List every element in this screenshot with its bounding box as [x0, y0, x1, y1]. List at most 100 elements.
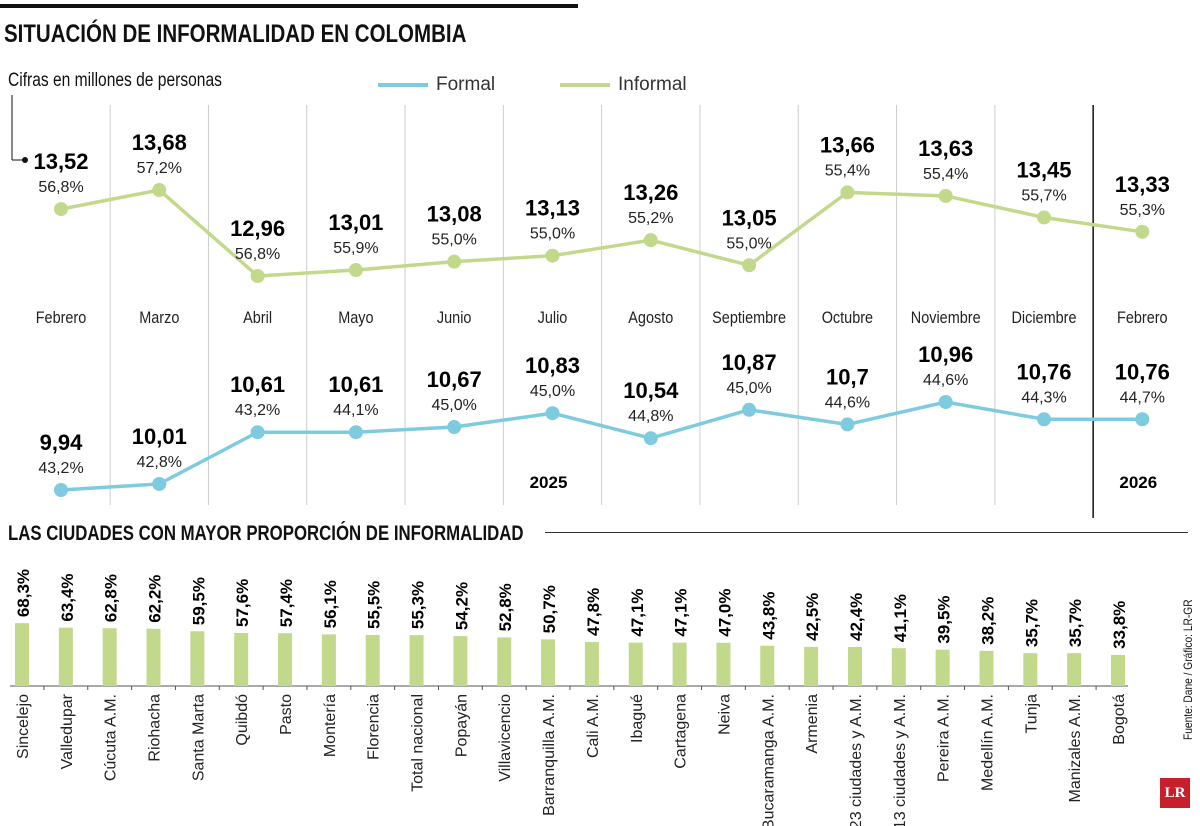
- formal-value-label: 10,83: [525, 353, 580, 378]
- bar: [409, 635, 424, 686]
- formal-value-label: 10,7: [826, 364, 869, 389]
- bar-category-label: Medellín A.M.: [979, 694, 996, 791]
- month-label: Noviembre: [911, 309, 981, 327]
- month-label: Junio: [437, 309, 472, 327]
- bar-value-label: 68,3%: [14, 569, 33, 617]
- informal-value-label: 13,33: [1115, 172, 1170, 197]
- formal-percent-label: 44,6%: [825, 394, 870, 411]
- bar-value-label: 57,4%: [277, 579, 296, 627]
- formal-value-label: 10,61: [328, 372, 383, 397]
- bar-category-label: Neiva: [716, 694, 733, 735]
- bar: [1111, 654, 1125, 686]
- informal-value-label: 13,68: [132, 130, 187, 155]
- legend-informal-swatch: [560, 83, 610, 87]
- informal-point: [840, 185, 855, 200]
- informal-percent-label: 57,2%: [137, 160, 182, 177]
- bar-category-label: Sincelejo: [15, 694, 32, 759]
- bar-category-label: Popayán: [453, 694, 470, 757]
- bar-category-label: Barranquilla A.M.: [541, 694, 558, 816]
- bar-category-label: 13 ciudades y A.M.: [892, 694, 909, 826]
- informal-value-label: 13,08: [427, 202, 482, 227]
- formal-percent-label: 44,8%: [628, 408, 673, 425]
- informal-point: [1037, 210, 1051, 225]
- bar-title-rule: [545, 532, 1188, 533]
- bar: [628, 642, 643, 686]
- bar: [321, 634, 336, 686]
- bar: [891, 648, 906, 686]
- bar: [102, 628, 117, 686]
- bar-value-label: 57,6%: [233, 579, 252, 627]
- formal-percent-label: 44,6%: [923, 372, 968, 389]
- bar: [58, 627, 73, 686]
- bar-category-label: Santa Marta: [190, 694, 207, 781]
- formal-point: [938, 395, 953, 409]
- formal-value-label: 10,76: [1016, 359, 1071, 384]
- informal-point: [938, 188, 953, 203]
- bar-value-label: 47,8%: [584, 588, 603, 636]
- bar-category-label: Total nacional: [410, 694, 427, 792]
- month-label: Septiembre: [712, 309, 786, 327]
- formal-value-label: 10,54: [623, 378, 679, 403]
- bar-value-label: 35,7%: [1022, 599, 1041, 647]
- informal-percent-label: 56,8%: [38, 179, 83, 196]
- month-label: Marzo: [139, 309, 179, 327]
- informal-value-label: 13,01: [328, 210, 383, 235]
- formal-point: [643, 431, 658, 446]
- bar: [1023, 653, 1038, 686]
- month-label: Abril: [243, 309, 272, 327]
- bar-category-label: Cúcuta A.M.: [103, 694, 120, 781]
- formal-point: [54, 483, 68, 497]
- formal-percent-label: 44,7%: [1120, 389, 1165, 406]
- month-label: Febrero: [36, 309, 87, 327]
- bar: [979, 650, 994, 686]
- informal-point: [54, 202, 68, 217]
- informal-point: [742, 258, 757, 273]
- bar-category-label: Manizales A.M.: [1067, 694, 1084, 802]
- informal-percent-label: 56,8%: [235, 246, 280, 263]
- bar: [847, 646, 862, 686]
- bar-value-label: 38,2%: [978, 597, 997, 645]
- formal-value-label: 9,94: [40, 430, 84, 455]
- month-label: Diciembre: [1011, 309, 1076, 327]
- formal-percent-label: 43,2%: [235, 402, 280, 419]
- lr-logo: LR: [1160, 778, 1190, 808]
- bar-category-label: Pereira A.M.: [936, 694, 953, 782]
- formal-point: [447, 420, 462, 435]
- year-label: 2025: [530, 473, 568, 492]
- bar: [672, 642, 687, 686]
- informal-point: [348, 263, 363, 278]
- legend-formal-label: Formal: [436, 74, 496, 95]
- bar-value-label: 59,5%: [189, 577, 208, 625]
- formal-percent-label: 43,2%: [38, 460, 83, 477]
- bar-value-label: 54,2%: [452, 582, 471, 630]
- formal-percent-label: 45,0%: [726, 380, 771, 397]
- formal-value-label: 10,76: [1115, 359, 1170, 384]
- informal-point: [545, 248, 560, 263]
- bar-value-label: 52,8%: [496, 583, 515, 631]
- bar-value-label: 42,5%: [803, 593, 822, 641]
- formal-value-label: 10,61: [230, 372, 285, 397]
- bar-value-label: 62,2%: [146, 575, 165, 623]
- formal-point: [1135, 412, 1150, 427]
- formal-value-label: 10,01: [132, 424, 187, 449]
- informal-percent-label: 55,7%: [1021, 187, 1066, 204]
- bar: [497, 637, 512, 686]
- bar-value-label: 39,5%: [935, 595, 954, 643]
- bar-category-label: Villavicencio: [497, 694, 514, 782]
- bar-category-label: Quibdó: [234, 694, 251, 746]
- bar: [146, 628, 161, 686]
- informal-percent-label: 55,9%: [333, 240, 378, 257]
- formal-line: [60, 400, 1143, 492]
- formal-point: [1037, 412, 1051, 427]
- informal-percent-label: 55,0%: [530, 226, 575, 243]
- informal-point: [447, 254, 462, 269]
- informal-value-label: 13,66: [820, 132, 875, 157]
- bar-value-label: 47,0%: [715, 589, 734, 637]
- bar: [15, 623, 29, 686]
- bar-chart-title: LAS CIUDADES CON MAYOR PROPORCIÓN DE INF…: [8, 522, 524, 545]
- informal-line: [60, 188, 1143, 278]
- informal-point: [643, 233, 658, 248]
- bar-value-label: 56,1%: [321, 580, 340, 628]
- formal-percent-label: 44,1%: [333, 402, 378, 419]
